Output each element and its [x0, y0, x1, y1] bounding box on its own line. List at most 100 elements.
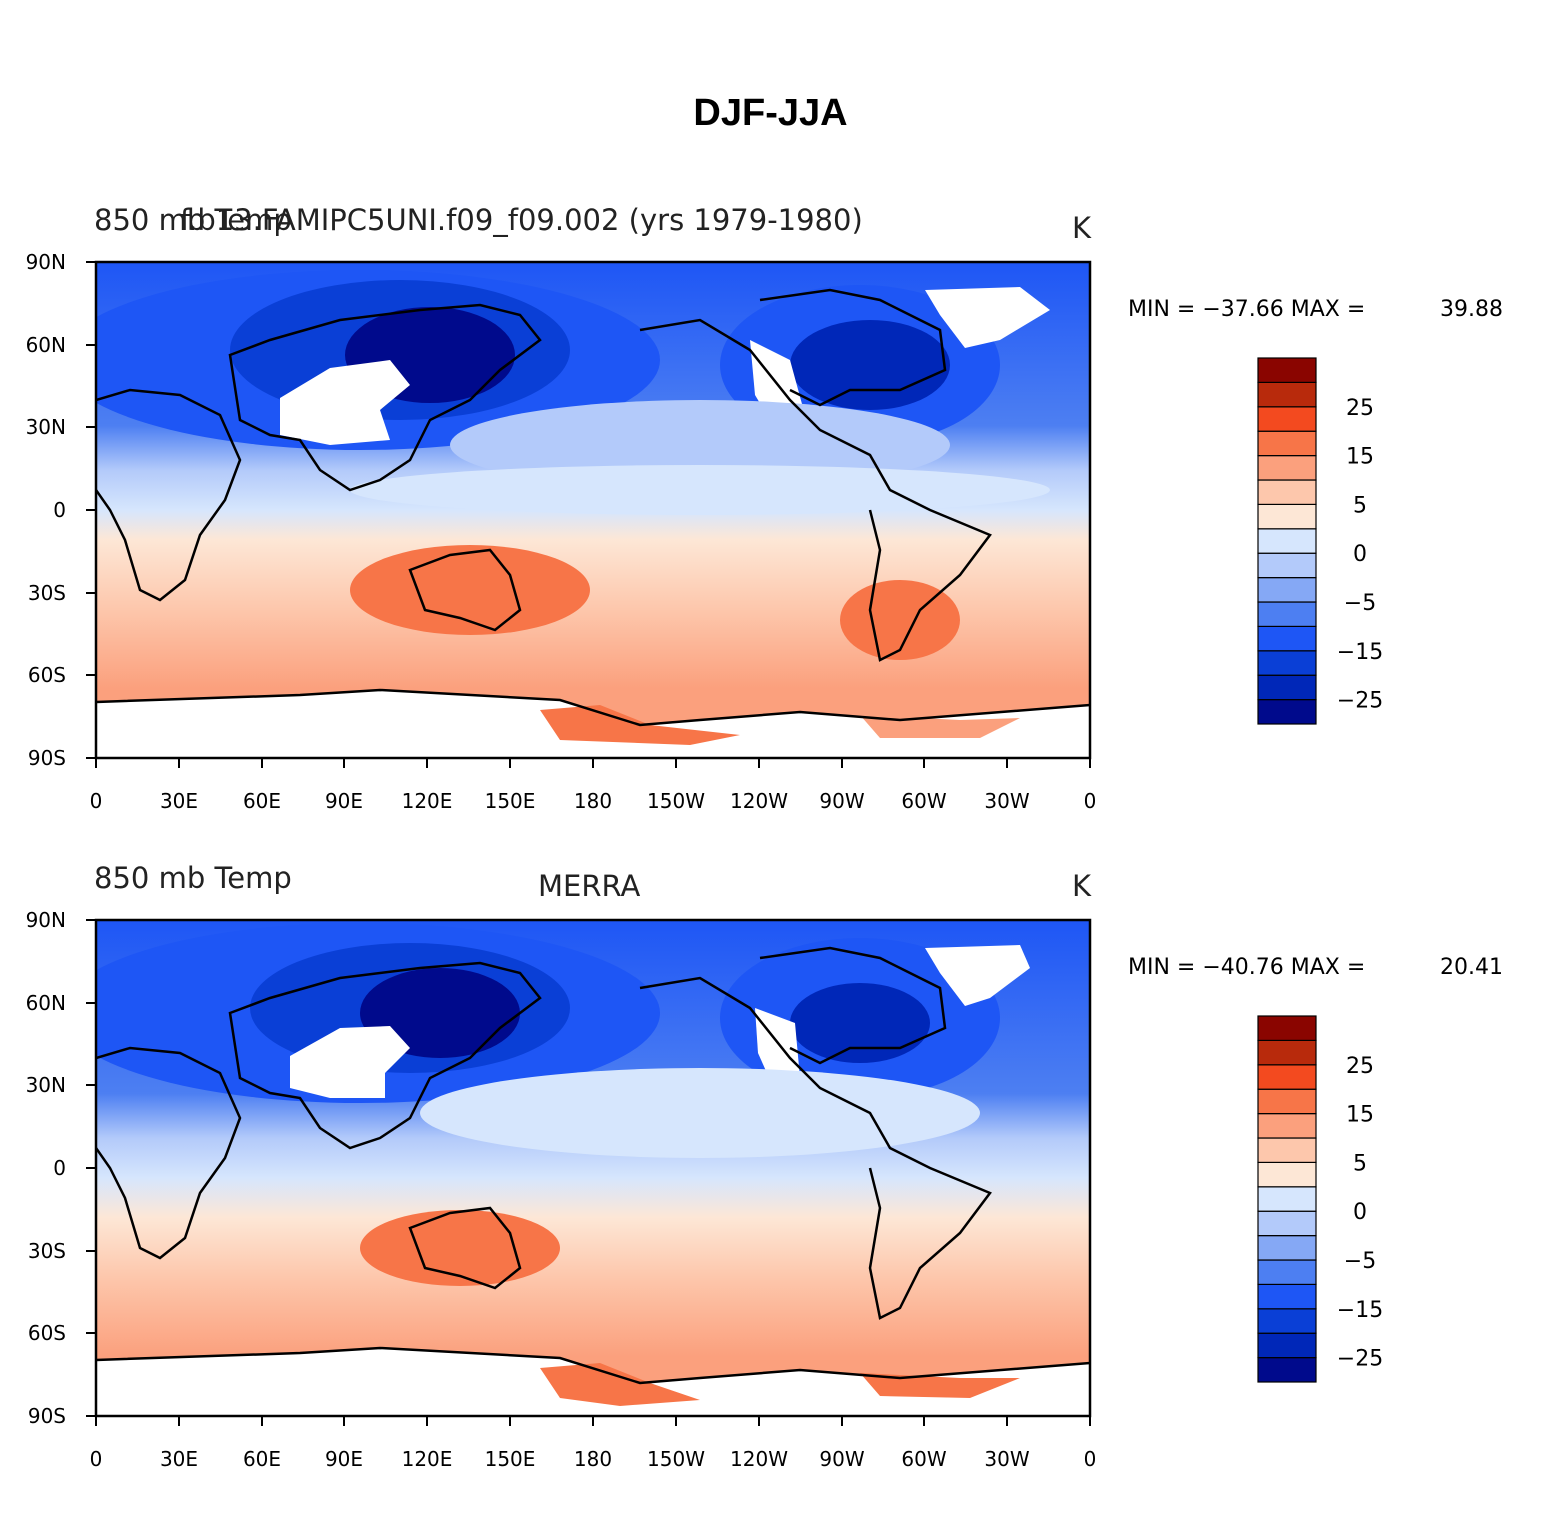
lon-tick-label: 0: [1084, 789, 1097, 810]
figure-title: DJF-JJA: [693, 92, 848, 134]
lon-tick-label: 60E: [243, 789, 281, 810]
colorbar-label: −25: [1337, 689, 1383, 714]
colorbar-box: [1257, 503, 1317, 530]
lon-tick-label: 0: [1084, 1447, 1097, 1468]
lat-tick-label: 60S: [28, 1321, 66, 1345]
coastlines: [96, 946, 1090, 1385]
lon-tick-label: 30W: [984, 1447, 1029, 1468]
colorbar-label: 5: [1353, 1151, 1367, 1176]
colorbar-label: −25: [1337, 1347, 1383, 1372]
colorbar-box: [1257, 601, 1317, 627]
tick-marks: [86, 261, 1091, 768]
colorbar: 25 15 5 0 −5 −15 −25: [1257, 1015, 1383, 1383]
colorbar-box: [1257, 1235, 1317, 1261]
colorbar-box: [1257, 699, 1317, 725]
colorbar-box: [1257, 430, 1317, 457]
lat-tick-label: 90S: [28, 1404, 66, 1428]
colorbar-box: [1257, 1088, 1317, 1115]
lon-tick-label: 150W: [647, 1447, 705, 1468]
colorbar-box: [1257, 552, 1317, 579]
lat-tick-label: 90N: [26, 908, 66, 932]
colorbar-box: [1257, 406, 1317, 432]
lon-tick-label: 120E: [402, 789, 453, 810]
colorbar-label: −15: [1337, 640, 1383, 665]
lat-tick-label: 30N: [26, 415, 66, 439]
colorbar-box: [1257, 1039, 1317, 1066]
lat-tick-label: 30N: [26, 1073, 66, 1097]
colorbar: 25 15 5 0 −5 −15 −25: [1257, 357, 1383, 725]
colorbar-label: −15: [1337, 1298, 1383, 1323]
colorbar-box: [1257, 1308, 1317, 1334]
colorbar-label: 25: [1346, 1054, 1374, 1079]
colorbar-label: 5: [1353, 493, 1367, 518]
lat-tick-label: 0: [53, 498, 66, 522]
lat-tick-labels: 90N 60N 30N 0 30S 60S 90S: [26, 908, 66, 1428]
lat-tick-label: 90S: [28, 746, 66, 770]
lon-tick-label: 90W: [819, 789, 864, 810]
lon-tick-labels: 0 30E 60E 90E 120E 150E 180 150W 120W 90…: [90, 789, 1097, 810]
panel-case: f.b13.FAMIPC5UNI.f09_f09.002 (yrs 1979-1…: [180, 203, 863, 237]
lat-tick-label: 90N: [26, 250, 66, 274]
colorbar-box: [1257, 479, 1317, 505]
colorbar-box: [1257, 1357, 1317, 1383]
colorbar-box: [1257, 1161, 1317, 1188]
colorbar-label: 25: [1346, 396, 1374, 421]
lon-tick-label: 180: [574, 789, 612, 810]
colorbar-label: 0: [1353, 1200, 1367, 1225]
lon-tick-label: 30E: [160, 1447, 198, 1468]
colorbar-label: −5: [1344, 591, 1376, 616]
colorbar-box: [1257, 381, 1317, 408]
colorbar-box: [1257, 1113, 1317, 1139]
lat-tick-labels: 90N 60N 30N 0 30S 60S 90S: [26, 250, 66, 770]
coastlines: [96, 288, 1090, 727]
lon-tick-label: 90E: [325, 789, 363, 810]
colorbar-box: [1257, 1015, 1317, 1041]
map-field: [96, 262, 1090, 758]
max-value: 20.41: [1440, 955, 1503, 980]
lat-tick-label: 60N: [26, 333, 66, 357]
lon-tick-label: 120W: [730, 789, 788, 810]
lat-tick-label: 0: [53, 1156, 66, 1180]
colorbar-box: [1257, 1137, 1317, 1163]
panel-variable: 850 mb Temp: [94, 203, 292, 237]
map-field: [96, 920, 1090, 1416]
colorbar-box: [1257, 577, 1317, 603]
lon-tick-label: 0: [90, 1447, 103, 1468]
lon-tick-label: 0: [90, 789, 103, 810]
panel-obs: 850 mb Temp MERRA K 0 30E 60E 90E 120E 1…: [26, 861, 1503, 1468]
lon-tick-label: 90E: [325, 1447, 363, 1468]
panel-case: MERRA: [538, 869, 640, 903]
colorbar-box: [1257, 1210, 1317, 1237]
colorbar-box: [1257, 455, 1317, 481]
panel-units: K: [1072, 869, 1092, 903]
lon-tick-label: 120W: [730, 1447, 788, 1468]
lat-tick-label: 30S: [28, 1239, 66, 1263]
colorbar-label: −5: [1344, 1249, 1376, 1274]
colorbar-box: [1257, 357, 1317, 383]
colorbar-box: [1257, 1332, 1317, 1359]
lon-tick-label: 150E: [485, 789, 536, 810]
tick-marks: [86, 919, 1091, 1426]
lon-tick-label: 60W: [901, 1447, 946, 1468]
lon-tick-label: 60W: [901, 789, 946, 810]
colorbar-box: [1257, 674, 1317, 701]
lon-tick-label: 90W: [819, 1447, 864, 1468]
colorbar-label: 15: [1346, 445, 1374, 470]
lon-tick-label: 30E: [160, 789, 198, 810]
min-max-label: MIN = −40.76 MAX =: [1128, 955, 1365, 980]
colorbar-label: 15: [1346, 1103, 1374, 1128]
lon-tick-label: 30W: [984, 789, 1029, 810]
max-value: 39.88: [1440, 297, 1503, 322]
colorbar-box: [1257, 650, 1317, 676]
lon-tick-label: 180: [574, 1447, 612, 1468]
colorbar-box: [1257, 528, 1317, 554]
min-max-label: MIN = −37.66 MAX =: [1128, 297, 1365, 322]
panel-units: K: [1072, 211, 1092, 245]
lat-tick-label: 60N: [26, 991, 66, 1015]
lat-tick-label: 60S: [28, 663, 66, 687]
panel-model: 850 mb Temp f.b13.FAMIPC5UNI.f09_f09.002…: [26, 203, 1503, 810]
lon-tick-label: 150W: [647, 789, 705, 810]
colorbar-box: [1257, 1064, 1317, 1090]
panel-variable: 850 mb Temp: [94, 861, 292, 895]
colorbar-box: [1257, 1186, 1317, 1212]
